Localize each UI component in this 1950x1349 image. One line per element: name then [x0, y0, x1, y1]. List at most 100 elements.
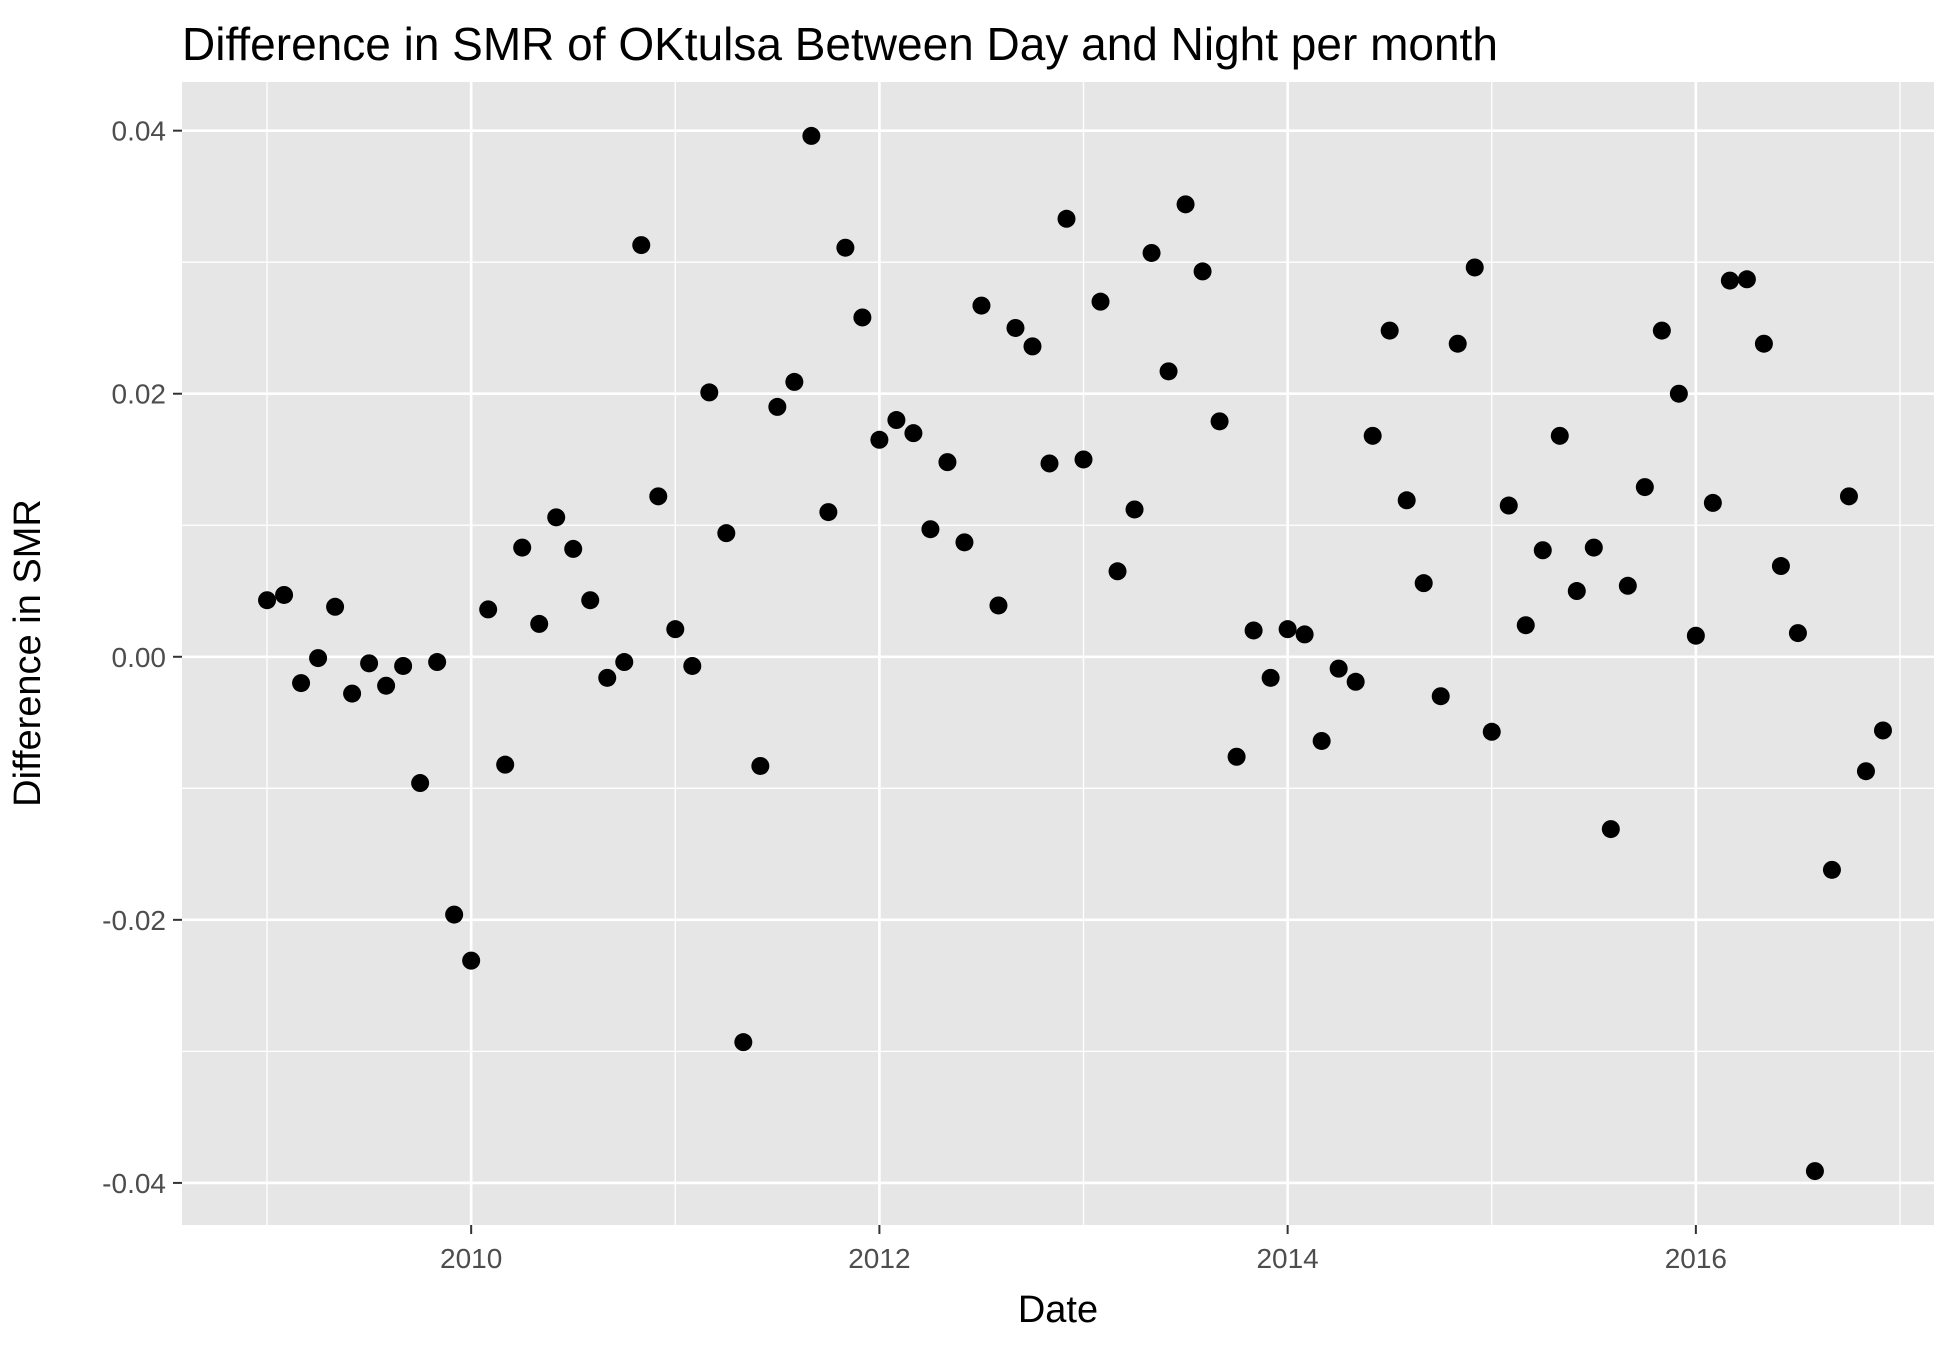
data-point [1516, 616, 1535, 635]
data-point [1669, 384, 1688, 403]
data-point [904, 424, 923, 443]
data-point [1091, 292, 1110, 311]
data-point [1397, 491, 1416, 510]
data-point [1006, 318, 1025, 337]
data-point [411, 774, 430, 793]
data-point [1856, 762, 1875, 781]
data-point [1839, 487, 1858, 506]
data-point [1057, 209, 1076, 228]
data-point [1363, 426, 1382, 445]
y-tick-label: -0.04 [102, 1168, 166, 1199]
data-point [1193, 262, 1212, 281]
data-point [1023, 337, 1042, 356]
data-point [1465, 258, 1484, 277]
data-point [955, 533, 974, 552]
data-point [1074, 450, 1093, 469]
data-point [1754, 334, 1773, 353]
data-point [1805, 1162, 1824, 1181]
data-point [1329, 659, 1348, 678]
data-point [1771, 557, 1790, 576]
data-point [666, 620, 685, 639]
data-point [632, 236, 651, 255]
data-point [717, 524, 736, 543]
data-point [1159, 362, 1178, 381]
data-point [1108, 562, 1127, 581]
data-point [751, 756, 770, 775]
data-point [1448, 334, 1467, 353]
data-point [615, 653, 634, 672]
grid-minor [182, 82, 1934, 1225]
data-point [1431, 687, 1450, 706]
data-point [938, 453, 957, 472]
data-point [683, 656, 702, 675]
data-point [547, 508, 566, 527]
y-tick-label: 0.02 [112, 379, 167, 410]
data-point [1261, 668, 1280, 687]
y-axis: -0.04 -0.02 0.00 0.02 0.04 [102, 116, 182, 1199]
grid-major [182, 82, 1934, 1225]
chart-title: Difference in SMR of OKtulsa Between Day… [182, 18, 1498, 70]
data-point [377, 676, 396, 695]
data-point [853, 308, 872, 327]
data-point [1618, 576, 1637, 595]
data-point [258, 591, 277, 610]
data-point [1414, 574, 1433, 593]
data-point [1703, 493, 1722, 512]
data-point [1210, 412, 1229, 431]
data-point [326, 597, 345, 616]
x-tick-label: 2016 [1665, 1243, 1727, 1274]
y-axis-title: Difference in SMR [7, 499, 49, 807]
data-point [275, 585, 294, 604]
data-point [360, 654, 379, 673]
data-point [1720, 271, 1739, 290]
data-point [1482, 722, 1501, 741]
y-tick-label: -0.02 [102, 905, 166, 936]
data-point [1040, 454, 1059, 473]
data-point [581, 591, 600, 610]
data-point [802, 126, 821, 145]
data-point [1142, 243, 1161, 262]
data-point [513, 538, 532, 557]
data-point [1278, 620, 1297, 639]
data-point [785, 372, 804, 391]
data-point [1550, 426, 1569, 445]
data-point [1244, 621, 1263, 640]
data-point [972, 296, 991, 315]
data-point [887, 411, 906, 430]
data-point [1584, 538, 1603, 557]
data-point [462, 951, 481, 970]
data-point [564, 539, 583, 558]
data-point [598, 668, 617, 687]
data-point [309, 649, 328, 668]
data-point [1788, 624, 1807, 643]
data-point [768, 397, 787, 416]
data-point [1652, 321, 1671, 340]
data-points [258, 126, 1892, 1181]
data-point [921, 520, 940, 539]
data-point [1737, 270, 1756, 289]
data-point [292, 674, 311, 693]
data-point [836, 238, 855, 257]
x-tick-label: 2014 [1256, 1243, 1318, 1274]
data-point [1312, 731, 1331, 750]
data-point [1176, 195, 1195, 214]
data-point [649, 487, 668, 506]
data-point [479, 600, 498, 619]
data-point [343, 684, 362, 703]
data-point [1635, 478, 1654, 497]
data-point [1686, 626, 1705, 645]
data-point [445, 905, 464, 924]
data-point [1873, 721, 1892, 740]
y-tick-label: 0.04 [112, 116, 167, 147]
x-axis-title: Date [1018, 1289, 1098, 1331]
x-tick-label: 2010 [440, 1243, 502, 1274]
data-point [1567, 582, 1586, 601]
data-point [530, 614, 549, 633]
data-point [734, 1033, 753, 1052]
data-point [989, 596, 1008, 615]
data-point [1125, 500, 1144, 519]
data-point [1601, 820, 1620, 839]
data-point [870, 430, 889, 449]
data-point [1227, 747, 1246, 766]
